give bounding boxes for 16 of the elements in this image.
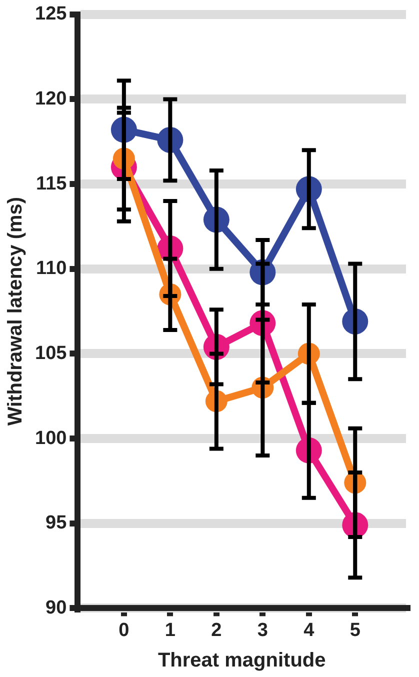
x-tick-label: 4 (304, 620, 315, 641)
x-tick-label: 3 (257, 620, 268, 641)
y-axis-title: Withdrawal latency (ms) (4, 196, 27, 426)
x-axis-title: Threat magnitude (158, 650, 326, 672)
x-tick-label: 1 (164, 620, 176, 641)
y-tick-label: 110 (36, 258, 67, 280)
x-tick-label: 0 (118, 620, 130, 641)
y-tick-label: 120 (35, 88, 67, 110)
x-tick-label: 2 (211, 620, 222, 641)
x-tick-label: 5 (350, 620, 361, 641)
y-tick-label: 105 (35, 342, 68, 364)
y-tick-label: 95 (46, 512, 68, 534)
y-tick-label: 125 (35, 4, 68, 25)
y-tick-label: 115 (36, 173, 68, 194)
y-tick-label: 100 (35, 428, 67, 449)
y-tick-label: 90 (46, 597, 67, 618)
